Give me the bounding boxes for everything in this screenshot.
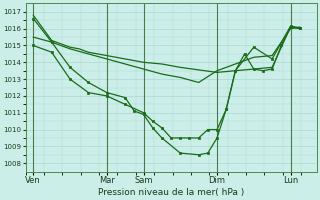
X-axis label: Pression niveau de la mer( hPa ): Pression niveau de la mer( hPa ): [98, 188, 244, 197]
